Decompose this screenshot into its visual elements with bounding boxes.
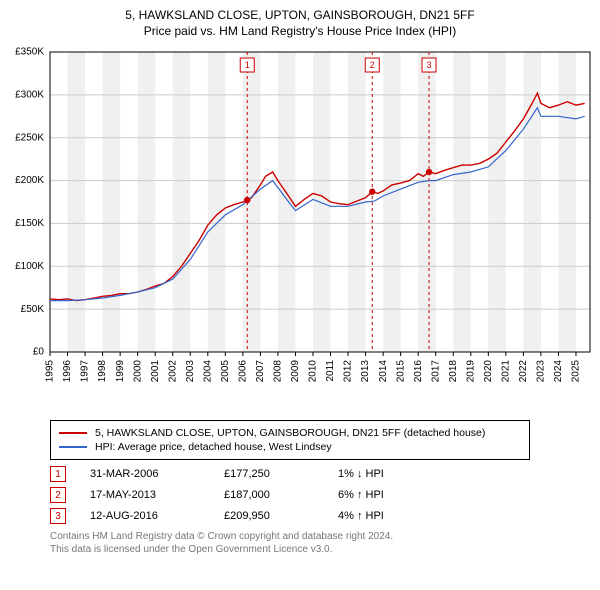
svg-text:£100K: £100K [15,261,44,272]
svg-text:2021: 2021 [500,360,511,383]
legend-label: HPI: Average price, detached house, West… [95,441,332,453]
svg-text:2022: 2022 [518,360,529,383]
legend-swatch [59,432,87,434]
svg-text:2023: 2023 [536,360,547,383]
sale-delta: 4% ↑ HPI [338,510,428,522]
sale-date: 17-MAY-2013 [90,489,200,501]
svg-text:2017: 2017 [430,360,441,383]
svg-text:£300K: £300K [15,89,44,100]
legend: 5, HAWKSLAND CLOSE, UPTON, GAINSBOROUGH,… [50,420,530,460]
svg-text:2015: 2015 [395,360,406,383]
legend-item: HPI: Average price, detached house, West… [59,441,521,453]
svg-text:£200K: £200K [15,175,44,186]
attribution: Contains HM Land Registry data © Crown c… [50,530,588,556]
svg-text:2009: 2009 [290,360,301,383]
svg-text:2012: 2012 [343,360,354,383]
svg-text:£0: £0 [33,347,45,358]
sale-marker: 2 [50,487,66,503]
sale-price: £177,250 [224,468,314,480]
svg-text:£250K: £250K [15,132,44,143]
svg-text:1997: 1997 [80,360,91,383]
svg-text:2008: 2008 [273,360,284,383]
svg-text:2001: 2001 [150,360,161,383]
sale-marker: 3 [50,508,66,524]
svg-text:2025: 2025 [571,360,582,383]
svg-text:2005: 2005 [220,360,231,383]
svg-text:2007: 2007 [255,360,266,383]
svg-text:£50K: £50K [21,304,45,315]
sales-table: 1 31-MAR-2006 £177,250 1% ↓ HPI 2 17-MAY-2013… [50,466,588,524]
svg-text:1998: 1998 [97,360,108,383]
svg-text:£150K: £150K [15,218,44,229]
svg-text:2010: 2010 [308,360,319,383]
sale-row: 3 12-AUG-2016 £209,950 4% ↑ HPI [50,508,588,524]
sale-price: £209,950 [224,510,314,522]
legend-swatch [59,446,87,448]
svg-text:2020: 2020 [483,360,494,383]
sale-row: 1 31-MAR-2006 £177,250 1% ↓ HPI [50,466,588,482]
svg-text:2000: 2000 [132,360,143,383]
svg-text:1995: 1995 [45,360,56,383]
svg-text:2003: 2003 [185,360,196,383]
attribution-line2: This data is licensed under the Open Gov… [50,543,588,556]
legend-item: 5, HAWKSLAND CLOSE, UPTON, GAINSBOROUGH,… [59,427,521,439]
sale-row: 2 17-MAY-2013 £187,000 6% ↑ HPI [50,487,588,503]
svg-text:1: 1 [245,60,250,70]
svg-text:2013: 2013 [360,360,371,383]
line-chart: £0 £50K £100K £150K £200K £250K £300K £350K 1995… [0,42,600,412]
svg-text:1999: 1999 [115,360,126,383]
svg-text:2: 2 [370,60,375,70]
svg-text:2018: 2018 [448,360,459,383]
sale-date: 12-AUG-2016 [90,510,200,522]
sale-price: £187,000 [224,489,314,501]
chart-title-line1: 5, HAWKSLAND CLOSE, UPTON, GAINSBOROUGH,… [10,8,590,22]
svg-text:3: 3 [427,60,432,70]
svg-text:2019: 2019 [465,360,476,383]
sale-date: 31-MAR-2006 [90,468,200,480]
sale-delta: 6% ↑ HPI [338,489,428,501]
svg-text:2011: 2011 [325,360,336,382]
chart-title-block: 5, HAWKSLAND CLOSE, UPTON, GAINSBOROUGH,… [0,0,600,42]
chart-area: £0 £50K £100K £150K £200K £250K £300K £350K 1995… [0,42,600,412]
svg-text:2014: 2014 [378,360,389,383]
svg-text:2002: 2002 [167,360,178,383]
legend-label: 5, HAWKSLAND CLOSE, UPTON, GAINSBOROUGH,… [95,427,485,439]
svg-text:1996: 1996 [62,360,73,383]
chart-title-line2: Price paid vs. HM Land Registry's House … [10,24,590,38]
svg-text:£350K: £350K [15,47,44,58]
svg-text:2024: 2024 [553,360,564,383]
svg-text:2016: 2016 [413,360,424,383]
sale-delta: 1% ↓ HPI [338,468,428,480]
attribution-line1: Contains HM Land Registry data © Crown c… [50,530,588,543]
sale-marker: 1 [50,466,66,482]
svg-text:2004: 2004 [202,360,213,383]
svg-text:2006: 2006 [237,360,248,383]
